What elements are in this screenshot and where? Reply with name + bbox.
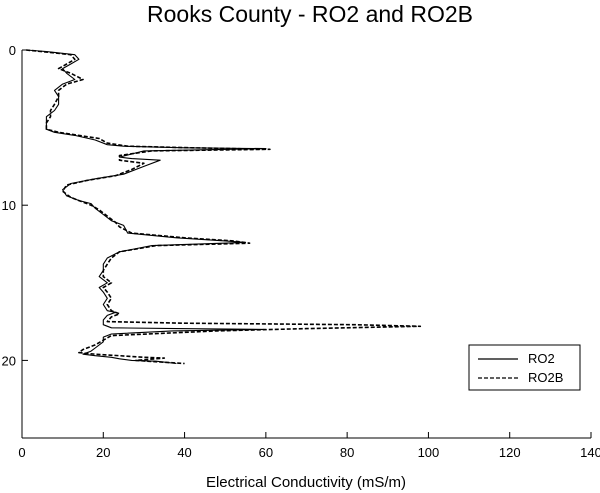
y-tick-label: 20	[2, 353, 16, 368]
x-tick-label: 40	[177, 445, 191, 460]
plot-frame	[21, 50, 591, 439]
x-tick-label: 60	[259, 445, 273, 460]
legend-label-ro2b: RO2B	[528, 370, 563, 385]
series-layer	[26, 49, 422, 365]
legend-label-ro2: RO2	[528, 351, 555, 366]
x-tick-label: 20	[96, 445, 110, 460]
y-ticks: 0 10 20	[2, 43, 28, 368]
x-tick-label: 100	[418, 445, 440, 460]
x-tick-label: 80	[340, 445, 354, 460]
chart-title: Rooks County - RO2 and RO2B	[147, 1, 473, 27]
series-line-ro2b	[26, 49, 422, 365]
y-tick-label: 0	[9, 43, 16, 58]
legend: RO2 RO2B	[468, 344, 581, 391]
legend-box	[468, 344, 581, 391]
x-ticks: 0 20 40 60 80 100 120 140	[18, 432, 600, 460]
x-tick-label: 0	[18, 445, 25, 460]
x-axis-label: Electrical Conductivity (mS/m)	[206, 474, 406, 491]
x-tick-label: 140	[580, 445, 600, 460]
x-tick-label: 120	[499, 445, 521, 460]
series-line-ro2	[26, 49, 267, 365]
y-tick-label: 10	[2, 198, 16, 213]
